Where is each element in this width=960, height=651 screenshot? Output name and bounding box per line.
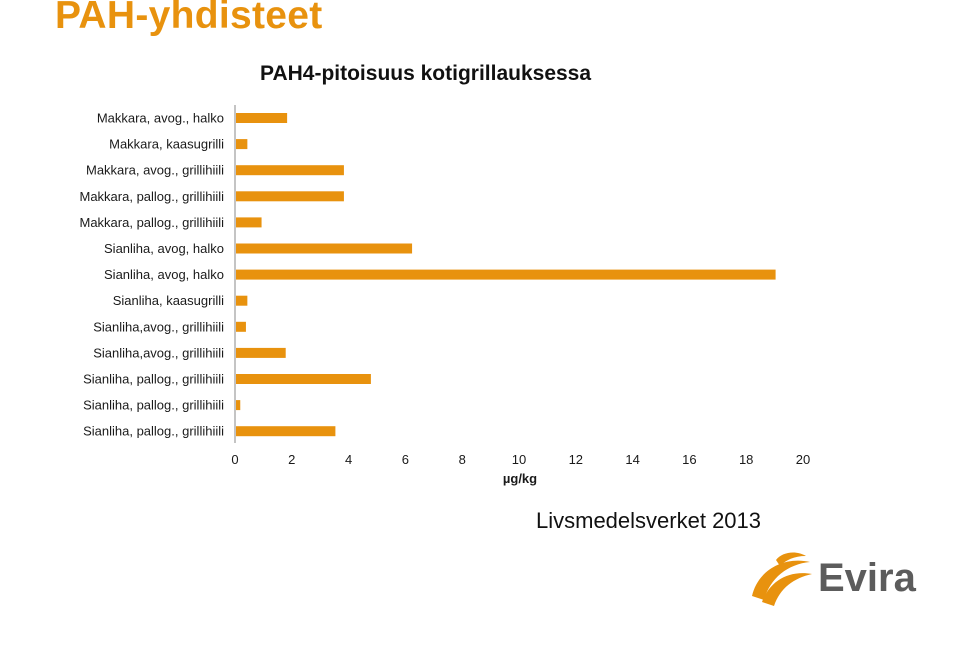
bar [236, 426, 336, 437]
evira-logo-text: Evira [818, 556, 916, 600]
x-tick-label: 2 [288, 452, 295, 467]
x-tick-label: 0 [231, 452, 238, 467]
bar [236, 269, 776, 280]
x-tick-label: 6 [402, 452, 409, 467]
bar [236, 113, 288, 123]
category-label: Sianliha, pallog., grillihiili [83, 372, 224, 387]
category-label: Sianliha, pallog., grillihiili [83, 398, 224, 413]
bar [236, 139, 248, 150]
category-label: Sianliha,avog., grillihiili [93, 345, 224, 360]
bar [236, 321, 246, 332]
x-tick-label: 8 [459, 452, 466, 467]
category-label: Makkara, avog., halko [97, 111, 224, 126]
bar [236, 295, 248, 306]
bar [236, 217, 262, 228]
x-tick-label: 16 [682, 452, 696, 467]
x-tick-labels: 0 2 4 6 8 10 12 14 16 18 20 [231, 452, 810, 467]
bar [236, 243, 413, 254]
bar [236, 400, 241, 411]
bar [236, 374, 371, 384]
x-tick-label: 18 [739, 452, 753, 467]
category-labels: Makkara, avog., halko Makkara, kaasugrill… [80, 111, 225, 439]
x-tick-label: 20 [796, 452, 810, 467]
x-tick-label: 4 [345, 452, 352, 467]
x-tick-label: 12 [569, 452, 583, 467]
bar [236, 165, 344, 176]
bar [236, 347, 286, 358]
credit-text: Livsmedelsverket 2013 [536, 508, 762, 533]
bars [236, 113, 776, 437]
category-label: Sianliha, avog, halko [104, 241, 224, 256]
category-label: Sianliha, pallog., grillihiili [83, 424, 224, 439]
category-label: Makkara, pallog., grillihiili [80, 189, 225, 204]
category-label: Sianliha,avog., grillihiili [93, 319, 224, 334]
category-label: Sianliha, avog, halko [104, 267, 224, 282]
x-tick-label: 10 [512, 452, 526, 467]
slide-title: PAH-yhdisteet [55, 0, 323, 37]
chart-title: PAH4-pitoisuus kotigrillauksessa [260, 62, 592, 85]
category-label: Makkara, kaasugrilli [109, 137, 224, 152]
x-tick-label: 14 [625, 452, 639, 467]
bar [236, 191, 344, 202]
category-label: Makkara, avog., grillihiili [86, 163, 224, 178]
x-axis-title: µg/kg [503, 471, 537, 486]
category-label: Makkara, pallog., grillihiili [80, 215, 225, 230]
category-label: Sianliha, kaasugrilli [113, 293, 224, 308]
evira-logo-mark-icon [752, 552, 812, 606]
